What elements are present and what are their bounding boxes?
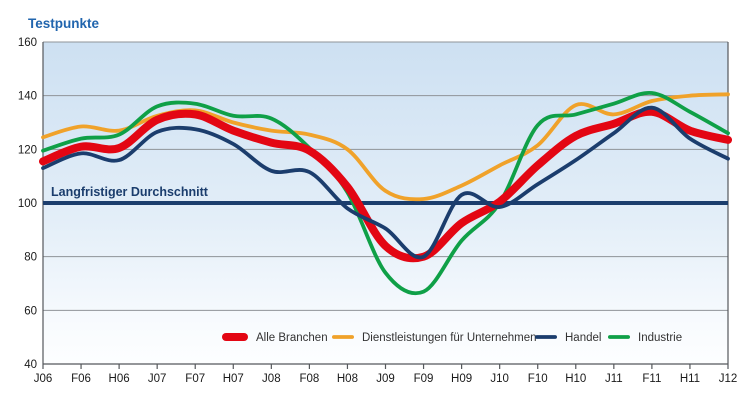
legend-swatch-industrie (608, 335, 630, 339)
x-tick-label-F09: F09 (414, 373, 434, 385)
avg-line-label: Langfristiger Durchschnitt (51, 185, 209, 199)
x-tick-label-H06: H06 (109, 373, 130, 385)
y-tick-label-100: 100 (18, 198, 37, 210)
x-tick-label-J06: J06 (34, 373, 53, 385)
legend-item-industrie: Industrie (608, 332, 682, 344)
x-tick-label-F10: F10 (528, 373, 548, 385)
x-tick-label-H10: H10 (565, 373, 586, 385)
legend-label-handel: Handel (565, 332, 601, 344)
x-tick-label-H11: H11 (680, 373, 700, 385)
x-tick-label-F08: F08 (299, 373, 319, 385)
legend-swatch-alle-branchen (222, 333, 248, 341)
legend-label-alle-branchen: Alle Branchen (256, 332, 328, 344)
x-tick-label-J10: J10 (490, 373, 509, 385)
legend-item-alle-branchen: Alle Branchen (222, 332, 328, 344)
legend: Alle Branchen Dienstleistungen für Untern… (222, 332, 682, 344)
x-tick-label-J07: J07 (148, 373, 167, 385)
x-tick-label-J11: J11 (605, 373, 623, 385)
legend-item-handel: Handel (535, 332, 601, 344)
x-tick-label-H09: H09 (451, 373, 472, 385)
x-tick-label-J08: J08 (262, 373, 281, 385)
legend-item-dienstleistungen-fur-unternehmen: Dienstleistungen für Unternehmen (332, 332, 537, 344)
y-tick-label-60: 60 (24, 305, 37, 317)
legend-label-dienstleistungen-fur-unternehmen: Dienstleistungen für Unternehmen (362, 332, 537, 344)
series-line-industrie (41, 91, 730, 296)
legend-swatch-dienstleistungen-fur-unternehmen (332, 335, 354, 339)
x-axis-ticks (42, 364, 729, 369)
x-tick-label-J12: J12 (719, 373, 738, 385)
x-tick-label-F06: F06 (71, 373, 91, 385)
x-tick-label-F07: F07 (185, 373, 205, 385)
x-axis-labels: J06 F06 H06 J07 F07 H07 J08 F08 H08 J09 F09 H09 J10 F… (34, 373, 738, 385)
y-tick-label-40: 40 (24, 359, 37, 371)
legend-swatch-handel (535, 335, 557, 339)
series-lines (39, 91, 732, 296)
x-tick-label-J09: J09 (376, 373, 395, 385)
chart-title: Testpunkte (28, 16, 99, 31)
y-tick-label-160: 160 (18, 37, 37, 49)
gridlines (43, 41, 728, 311)
y-axis-labels: 160 140 120 100 80 60 40 (18, 37, 37, 371)
legend-label-industrie: Industrie (638, 332, 682, 344)
x-tick-label-H08: H08 (337, 373, 358, 385)
x-tick-label-F11: F11 (642, 373, 661, 385)
series-line-handel (41, 105, 730, 260)
x-tick-label-H07: H07 (223, 373, 244, 385)
y-tick-label-80: 80 (24, 252, 37, 264)
series-line-alle-branchen (39, 107, 732, 263)
y-tick-label-140: 140 (18, 91, 37, 103)
y-tick-label-120: 120 (18, 144, 37, 156)
